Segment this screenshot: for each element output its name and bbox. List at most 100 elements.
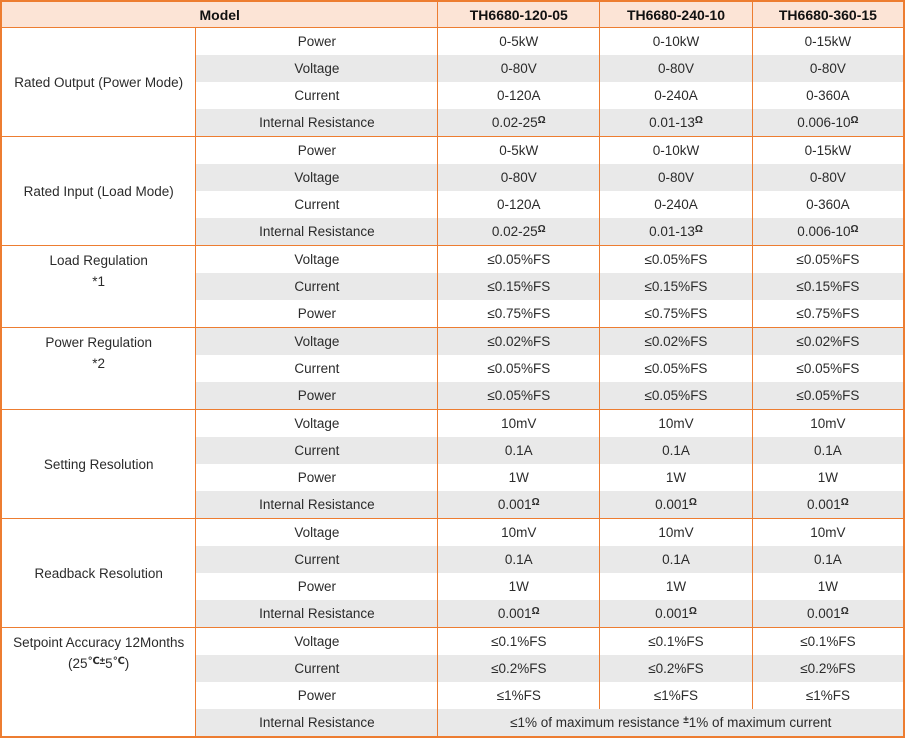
group-label-line: *2 xyxy=(92,356,106,371)
value-cell: 1W xyxy=(751,464,905,491)
value-cell: 0.001Ω xyxy=(751,600,905,628)
value-cell: ≤0.1%FS xyxy=(599,627,753,655)
value-cell: 0.006-10Ω xyxy=(751,109,905,137)
value-cell: 1W xyxy=(437,464,601,491)
group-label-cell: Power Regulation *2 xyxy=(0,327,197,410)
param-cell: Power xyxy=(195,300,439,328)
group-label-cell: Setting Resolution xyxy=(0,409,197,519)
value-cell: 0.02-25Ω xyxy=(437,218,601,246)
value-cell: 0-240A xyxy=(599,82,753,109)
value-cell: ≤1%FS xyxy=(599,682,753,709)
param-cell: Voltage xyxy=(195,409,439,437)
value-cell: ≤0.05%FS xyxy=(437,382,601,410)
table-row: Power Regulation *2 Voltage ≤0.02%FS ≤0.02%F… xyxy=(0,327,905,410)
value-cell: 10mV xyxy=(599,518,753,546)
group-label-line: Setpoint Accuracy 12Months xyxy=(13,635,185,650)
table-row: Voltage 0-80V 0-80V 0-80V xyxy=(1,55,905,82)
value-cell: 0.001Ω xyxy=(599,491,753,519)
param-cell: Voltage xyxy=(195,518,439,546)
value-cell: ≤0.2%FS xyxy=(599,655,753,682)
param-cell: Current xyxy=(195,655,439,682)
value-cell: 0.001Ω xyxy=(437,491,601,519)
superscript: Ω xyxy=(850,114,859,126)
group-label-line: (25℃±5℃) xyxy=(68,655,130,671)
param-cell: Power xyxy=(195,136,439,164)
value-cell: 0.1A xyxy=(599,546,753,573)
table-row: Internal Resistance 0.001Ω 0.001Ω 0.001Ω xyxy=(1,491,905,519)
group-label-line: Load Regulation xyxy=(49,253,148,268)
value-cell: ≤0.05%FS xyxy=(437,245,601,273)
param-cell: Internal Resistance xyxy=(195,491,439,519)
value-cell: ≤0.02%FS xyxy=(751,327,905,355)
superscript: Ω xyxy=(694,223,703,235)
value-cell: ≤1%FS xyxy=(437,682,601,709)
param-cell: Current xyxy=(195,437,439,464)
superscript: Ω xyxy=(537,114,546,126)
value-cell: 0-360A xyxy=(751,191,905,218)
model-column-header-2: TH6680-240-10 xyxy=(599,1,753,28)
value-cell: ≤0.15%FS xyxy=(437,273,601,300)
value-cell: ≤0.05%FS xyxy=(599,245,753,273)
value-cell: 10mV xyxy=(751,409,905,437)
value-cell: ≤0.75%FS xyxy=(437,300,601,328)
value-cell: 0-80V xyxy=(437,55,601,82)
value-cell: ≤0.05%FS xyxy=(599,355,753,382)
table-row: Current ≤0.15%FS ≤0.15%FS ≤0.15%FS xyxy=(1,273,905,300)
value-cell: 0.001Ω xyxy=(751,491,905,519)
group-label-cell: Load Regulation *1 xyxy=(0,245,197,328)
value-cell: ≤0.2%FS xyxy=(437,655,601,682)
table-row: Power 1W 1W 1W xyxy=(1,573,905,600)
value-cell-merged: ≤1% of maximum resistance ±1% of maximum… xyxy=(437,709,905,737)
param-cell: Current xyxy=(195,273,439,300)
value-cell: 10mV xyxy=(437,409,601,437)
value-cell: 0.006-10Ω xyxy=(751,218,905,246)
table-row: Current 0-120A 0-240A 0-360A xyxy=(1,82,905,109)
value-cell: 0-120A xyxy=(437,82,601,109)
superscript: Ω xyxy=(840,605,849,617)
table-row: Current ≤0.2%FS ≤0.2%FS ≤0.2%FS xyxy=(1,655,905,682)
param-cell: Power xyxy=(195,464,439,491)
table-row: Voltage 0-80V 0-80V 0-80V xyxy=(1,164,905,191)
value-cell: 1W xyxy=(751,573,905,600)
superscript: Ω xyxy=(688,605,697,617)
table-row: Power 1W 1W 1W xyxy=(1,464,905,491)
value-cell: 0.001Ω xyxy=(599,600,753,628)
value-cell: 0.01-13Ω xyxy=(599,218,753,246)
group-label-cell: Readback Resolution xyxy=(0,518,197,628)
table-row: Internal Resistance 0.02-25Ω 0.01-13Ω 0.006… xyxy=(1,218,905,246)
value-cell: ≤0.15%FS xyxy=(751,273,905,300)
value-cell: 0-15kW xyxy=(751,27,905,55)
value-cell: 0.001Ω xyxy=(437,600,601,628)
table-row: Load Regulation *1 Voltage ≤0.05%FS ≤0.05%FS… xyxy=(0,245,905,328)
value-cell: ≤0.05%FS xyxy=(599,382,753,410)
superscript: Ω xyxy=(531,605,540,617)
group-label-cell: Rated Input (Load Mode) xyxy=(0,136,197,246)
value-cell: 0-240A xyxy=(599,191,753,218)
value-cell: 10mV xyxy=(751,518,905,546)
param-cell: Power xyxy=(195,382,439,410)
value-cell: 0-360A xyxy=(751,82,905,109)
table-body: Rated Output (Power Mode) Power 0-5kW 0-10k… xyxy=(0,27,905,737)
group-label-line: Power Regulation xyxy=(45,335,152,350)
value-cell: ≤1%FS xyxy=(751,682,905,709)
group-label-cell: Rated Output (Power Mode) xyxy=(0,27,197,137)
value-cell: 0.1A xyxy=(751,437,905,464)
value-cell: 10mV xyxy=(437,518,601,546)
model-column-header-3: TH6680-360-15 xyxy=(751,1,904,28)
value-cell: ≤0.1%FS xyxy=(751,627,905,655)
table-header: Model TH6680-120-05 TH6680-240-10 TH6680… xyxy=(1,1,904,28)
value-cell: 0-80V xyxy=(751,55,905,82)
value-cell: 0-15kW xyxy=(751,136,905,164)
table-row: Internal Resistance 0.001Ω 0.001Ω 0.001Ω xyxy=(1,600,905,628)
superscript: Ω xyxy=(531,496,540,508)
model-column-header-1: TH6680-120-05 xyxy=(437,1,600,28)
value-cell: 0-80V xyxy=(599,55,753,82)
param-cell: Voltage xyxy=(195,327,439,355)
table-row: Current 0-120A 0-240A 0-360A xyxy=(1,191,905,218)
header-row: Model TH6680-120-05 TH6680-240-10 TH6680… xyxy=(1,1,904,28)
value-cell: ≤0.05%FS xyxy=(751,245,905,273)
value-cell: 0.01-13Ω xyxy=(599,109,753,137)
value-cell: ≤0.1%FS xyxy=(437,627,601,655)
value-cell: 10mV xyxy=(599,409,753,437)
